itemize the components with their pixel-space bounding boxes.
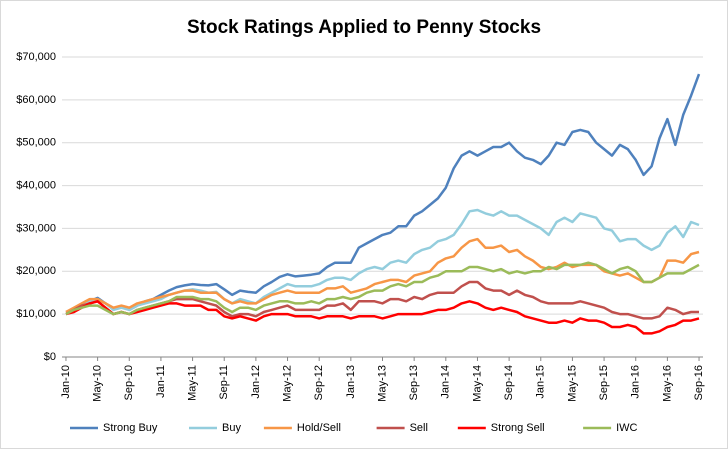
- y-tick-label: $60,000: [16, 94, 56, 106]
- x-tick-label: May-12: [281, 365, 293, 402]
- legend-label: Buy: [222, 422, 241, 434]
- x-tick-label: Jan-16: [630, 365, 642, 399]
- y-tick-label: $20,000: [16, 265, 56, 277]
- x-tick-label: Jan-15: [535, 365, 547, 399]
- x-tick-label: Sep-11: [218, 365, 230, 400]
- x-tick-label: Sep-16: [693, 365, 705, 400]
- legend-label: Strong Sell: [491, 422, 545, 434]
- y-tick-label: $10,000: [16, 308, 56, 320]
- legend-label: Sell: [410, 422, 428, 434]
- y-tick-label: $40,000: [16, 179, 56, 191]
- x-tick-label: May-15: [566, 365, 578, 402]
- series-line: [65, 261, 700, 316]
- y-tick-label: $70,000: [16, 51, 56, 63]
- series-line: [65, 73, 701, 314]
- legend-label: Hold/Sell: [297, 422, 341, 434]
- x-tick-label: Jan-11: [155, 365, 167, 398]
- y-tick-label: $50,000: [16, 137, 56, 149]
- x-tick-label: Sep-14: [503, 365, 515, 400]
- y-tick-label: $30,000: [16, 222, 56, 234]
- legend-label: Strong Buy: [103, 422, 158, 434]
- chart-title: Stock Ratings Applied to Penny Stocks: [187, 17, 541, 38]
- legend-label: IWC: [616, 422, 637, 434]
- x-tick-label: May-11: [186, 365, 198, 401]
- y-tick-label: $0: [44, 351, 56, 363]
- x-tick-label: Jan-12: [250, 365, 262, 399]
- series-line: [65, 300, 700, 335]
- x-tick-label: Jan-14: [440, 365, 452, 399]
- x-tick-label: Sep-15: [598, 365, 610, 400]
- x-tick-label: May-16: [661, 365, 673, 402]
- x-tick-label: May-14: [471, 365, 483, 402]
- x-tick-label: May-10: [92, 365, 104, 402]
- x-tick-label: May-13: [376, 365, 388, 402]
- x-tick-label: Sep-12: [313, 365, 325, 400]
- x-tick-label: Jan-10: [60, 365, 72, 399]
- x-tick-label: Sep-13: [408, 365, 420, 400]
- x-tick-label: Sep-10: [123, 365, 135, 400]
- x-tick-label: Jan-13: [345, 365, 357, 399]
